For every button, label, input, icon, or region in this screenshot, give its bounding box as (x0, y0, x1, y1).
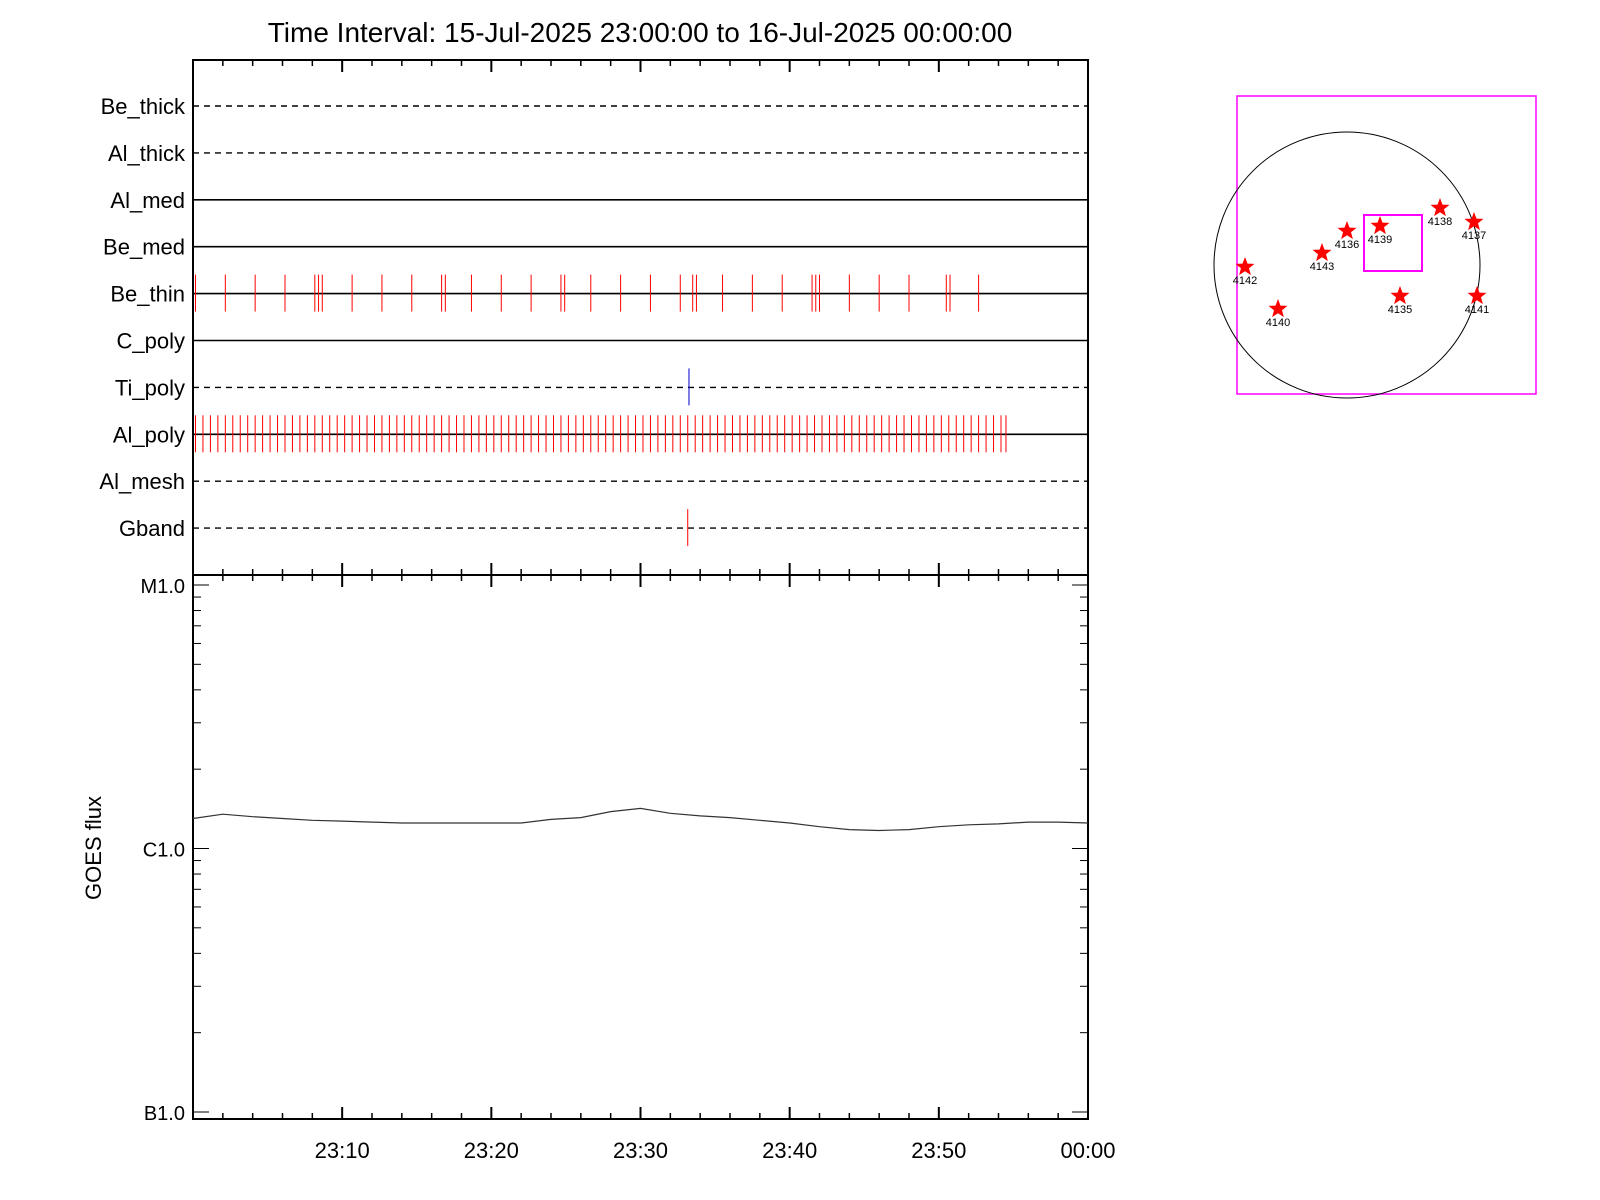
goes-flux-line (192, 807, 1089, 832)
y-tick-label: B1.0 (144, 1103, 185, 1125)
event-row: Gband (119, 509, 1088, 547)
x-tick-label: 00:00 (1060, 1138, 1115, 1163)
x-tick-labels: 23:10 23:20 23:30 23:40 23:50 00:00 (315, 1138, 1116, 1163)
event-row: Ti_poly (115, 368, 1088, 406)
active-region: 4140 (1266, 299, 1290, 329)
event-row: Al_thick (108, 141, 1088, 166)
active-region: 4141 (1465, 286, 1489, 316)
goes-y-tick-labels: M1.0 C1.0 B1.0 (141, 576, 185, 1125)
sun-map-fov-box (1236, 95, 1537, 395)
region-star-icon (1390, 286, 1410, 305)
active-region: 4142 (1233, 257, 1257, 287)
x-tick-label: 23:20 (464, 1138, 519, 1163)
sun-map-target-box (1363, 214, 1423, 272)
row-label: C_poly (117, 329, 185, 354)
solar-disk (1213, 131, 1481, 399)
row-label: Be_med (103, 235, 185, 260)
row-label: Al_mesh (99, 469, 185, 494)
active-region: 4139 (1368, 216, 1392, 246)
row-label: Be_thick (101, 94, 186, 119)
region-label: 4139 (1368, 234, 1392, 246)
active-region: 4135 (1388, 286, 1412, 316)
row-label: Al_poly (113, 422, 185, 447)
goes-panel-frame (192, 574, 1089, 1120)
region-label: 4135 (1388, 304, 1412, 316)
event-row: Al_poly (113, 415, 1088, 453)
region-star-icon (1337, 221, 1357, 240)
chart-title: Time Interval: 15-Jul-2025 23:00:00 to 1… (268, 17, 1013, 48)
goes-y-axis-label: GOES flux (81, 796, 106, 900)
active-region: 4143 (1310, 243, 1334, 273)
region-star-icon (1467, 286, 1487, 305)
goes-panel-ticks (193, 575, 1088, 1119)
region-star-icon (1464, 212, 1484, 231)
event-row: Be_med (103, 235, 1088, 260)
region-star-icon (1312, 243, 1332, 262)
event-panel-frame (192, 59, 1089, 576)
region-label: 4138 (1428, 216, 1452, 228)
active-region: 4137 (1462, 212, 1486, 242)
region-label: 4140 (1266, 317, 1290, 329)
region-star-icon (1235, 257, 1255, 276)
region-label: 4142 (1233, 275, 1257, 287)
event-panel-ticks (222, 60, 1059, 575)
row-label: Ti_poly (115, 375, 185, 400)
row-label: Be_thin (110, 282, 185, 307)
event-panel: Be_thick Al_thick Al_med Be_med Be_thin C_pol… (99, 59, 1089, 576)
region-star-icon (1370, 216, 1390, 235)
region-star-icon (1430, 198, 1450, 217)
event-row: Al_med (110, 188, 1088, 213)
row-label: Al_med (110, 188, 185, 213)
region-label: 4141 (1465, 304, 1489, 316)
region-label: 4143 (1310, 261, 1334, 273)
y-tick-label: M1.0 (141, 576, 185, 598)
active-region: 4138 (1428, 198, 1452, 228)
x-tick-label: 23:40 (762, 1138, 817, 1163)
row-label: Gband (119, 516, 185, 541)
active-region: 4136 (1335, 221, 1359, 251)
event-row: Be_thin (110, 274, 1088, 312)
y-tick-label: C1.0 (143, 840, 185, 862)
region-label: 4136 (1335, 239, 1359, 251)
event-row: C_poly (117, 329, 1088, 354)
x-tick-label: 23:30 (613, 1138, 668, 1163)
x-tick-label: 23:10 (315, 1138, 370, 1163)
x-tick-label: 23:50 (911, 1138, 966, 1163)
region-label: 4137 (1462, 230, 1486, 242)
event-row: Al_mesh (99, 469, 1088, 494)
row-label: Al_thick (108, 141, 186, 166)
goes-panel: M1.0C1.0B1.0 GOES flux 23:10 23:20 23:30 23… (81, 574, 1116, 1163)
event-rows: Be_thick Al_thick Al_med Be_med Be_thin C_pol… (99, 94, 1088, 547)
event-row: Be_thick (101, 94, 1088, 119)
region-star-icon (1268, 299, 1288, 318)
